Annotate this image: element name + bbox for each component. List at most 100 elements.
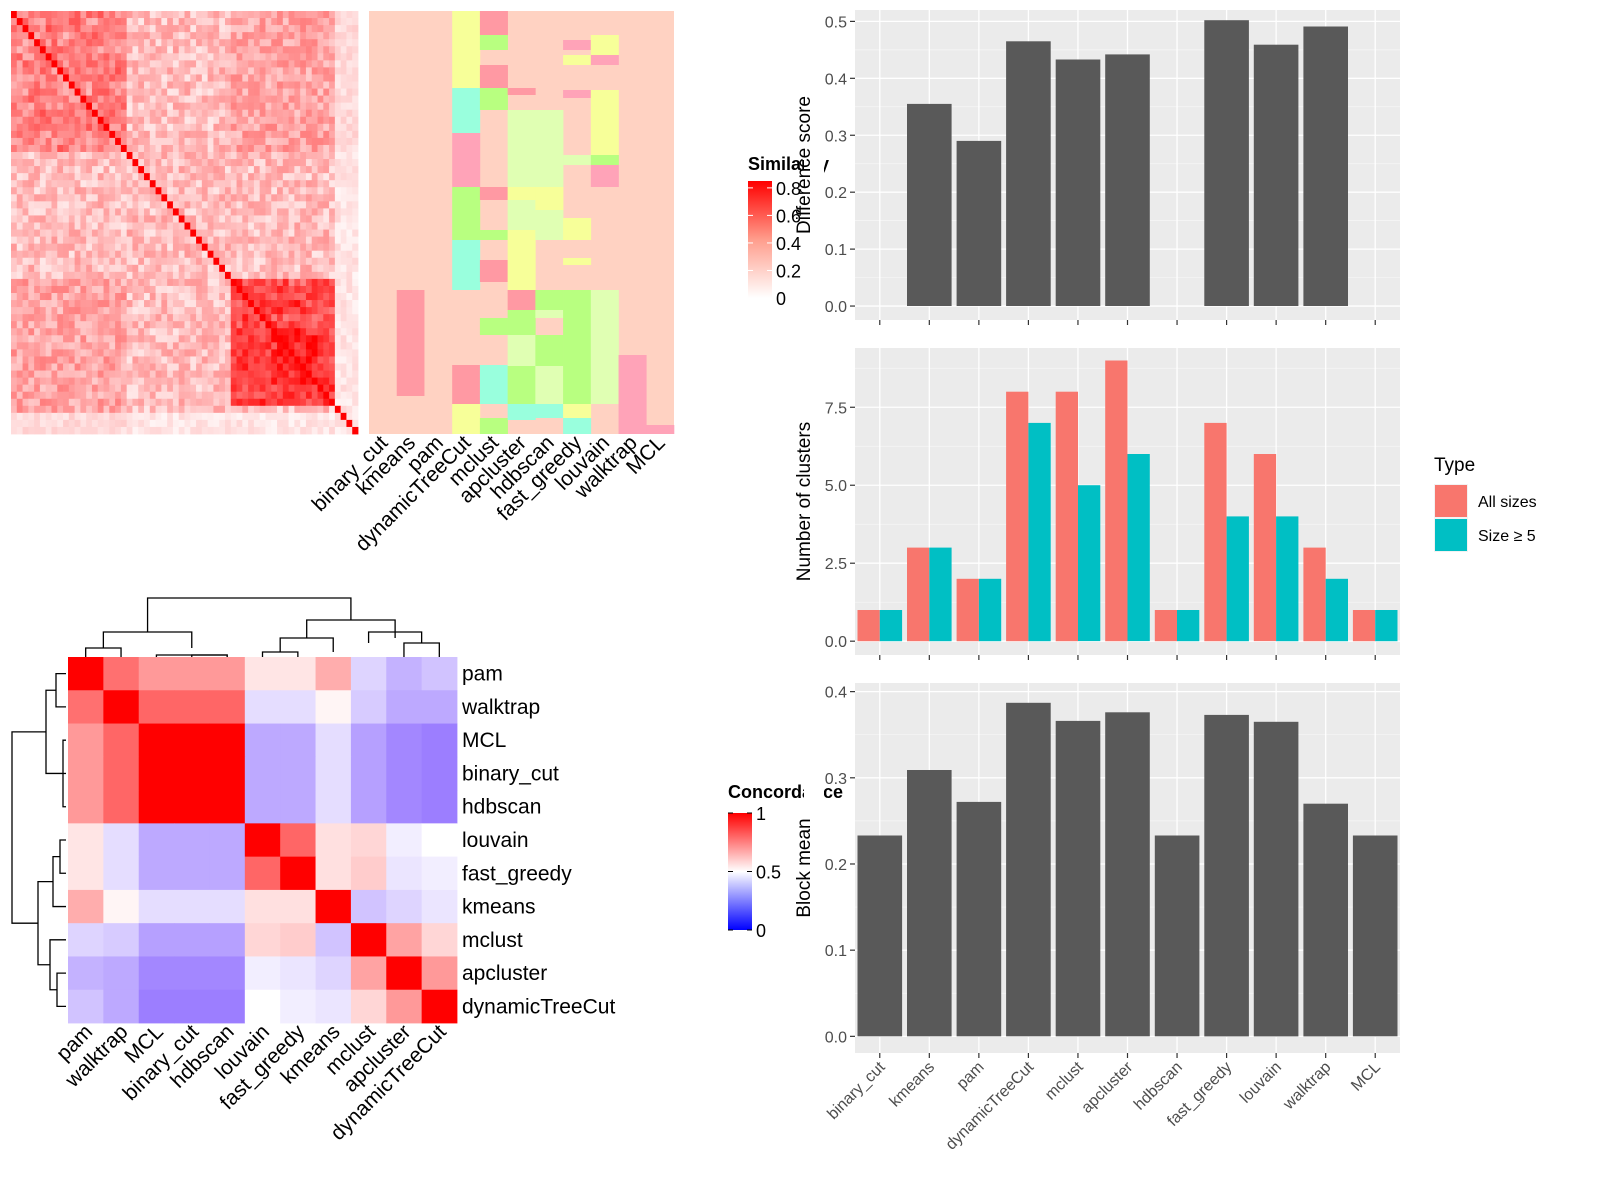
- concordance-cell: [421, 657, 458, 691]
- bar: [1375, 610, 1398, 642]
- concordance-cell: [244, 790, 281, 824]
- concordance-cell: [103, 723, 140, 758]
- concordance-cell: [244, 823, 281, 858]
- concordance-cell: [350, 657, 387, 691]
- concordance-cell: [244, 923, 281, 957]
- concordance-cell: [315, 956, 352, 991]
- y-tick-label: 0.1: [825, 943, 847, 960]
- concordance-cell: [280, 756, 316, 791]
- concordance-cell: [315, 856, 352, 891]
- concordance-cell: [138, 690, 175, 724]
- concordance-row-label: mclust: [462, 929, 523, 952]
- y-tick-label: 0.4: [825, 71, 847, 88]
- concordance-cell: [386, 956, 423, 991]
- concordance-cell: [68, 989, 104, 1024]
- concordance-cell: [315, 657, 352, 691]
- concordance-cell: [350, 690, 387, 724]
- x-tick-label: MCL: [1348, 1059, 1384, 1095]
- bar: [907, 103, 952, 307]
- row-dendrogram: [11, 672, 66, 1008]
- y-tick-label: 5.0: [825, 478, 847, 495]
- concordance-cell: [421, 989, 458, 1024]
- bar: [1303, 547, 1326, 642]
- concordance-row-label: fast_greedy: [462, 862, 572, 885]
- y-axis-label: Number of clusters: [794, 422, 815, 581]
- concordance-cell: [68, 823, 104, 858]
- block-mean-chart: 0.0 0.1 0.2 0.3 0.4 Block mean: [794, 683, 1400, 1058]
- bar: [1154, 610, 1178, 642]
- concordance-cell: [68, 923, 104, 957]
- concordance-cell: [103, 923, 140, 957]
- concordance-cell: [280, 923, 316, 957]
- y-tick-label: 0.2: [825, 185, 847, 202]
- concordance-cell: [103, 856, 140, 891]
- concordance-row-label: kmeans: [462, 896, 536, 919]
- y-tick-label: 7.5: [825, 400, 847, 417]
- y-tick-label: 0.0: [825, 1029, 847, 1046]
- concordance-cell: [174, 923, 210, 957]
- concordance-cell: [350, 856, 387, 891]
- bar: [1028, 422, 1051, 642]
- y-axis-label: Difference score: [794, 96, 815, 234]
- bar: [857, 835, 903, 1037]
- bar: [857, 610, 880, 642]
- y-axis-label: Block mean: [794, 818, 815, 917]
- concordance-cell: [209, 923, 246, 957]
- concordance-cell: [138, 756, 175, 791]
- concordance-cell: [280, 790, 316, 824]
- concordance-cell: [138, 923, 175, 957]
- y-tick-label: 0.4: [825, 685, 847, 702]
- x-tick-label: apcluster: [1078, 1058, 1136, 1116]
- concordance-cell: [386, 889, 423, 924]
- concordance-row-label: louvain: [462, 829, 529, 852]
- concordance-cell: [244, 723, 281, 758]
- x-tick-label: louvain: [1237, 1059, 1285, 1107]
- concordance-cell: [244, 657, 281, 691]
- concordance-cell: [350, 889, 387, 924]
- concordance-cell: [315, 723, 352, 758]
- concordance-cell: [280, 657, 316, 691]
- concordance-cell: [421, 889, 458, 924]
- concordance-cell: [280, 889, 316, 924]
- bar: [1078, 485, 1101, 642]
- concordance-cell: [244, 690, 281, 724]
- concordance-column-labels: pamwalktrapMCLbinary_cuthdbscanlouvainfa…: [52, 1020, 451, 1145]
- bar: [1006, 702, 1051, 1037]
- concordance-cell: [350, 823, 387, 858]
- concordance-cell: [174, 823, 210, 858]
- concordance-cell: [386, 823, 423, 858]
- bar: [1006, 41, 1051, 307]
- similarity-legend-tick: 0.2: [776, 261, 801, 281]
- x-tick-label: kmeans: [887, 1059, 939, 1111]
- y-tick-label: 2.5: [825, 556, 847, 573]
- concordance-row-label: hdbscan: [462, 796, 541, 819]
- concordance-cell: [209, 723, 246, 758]
- concordance-cell: [386, 690, 423, 724]
- bar: [879, 610, 903, 642]
- y-tick-label: 0.0: [825, 634, 847, 651]
- concordance-cell: [138, 856, 175, 891]
- x-tick-label: pam: [954, 1059, 988, 1093]
- x-tick-label: binary_cut: [824, 1058, 889, 1123]
- concordance-cell: [421, 823, 458, 858]
- concordance-cell: [103, 690, 140, 724]
- concordance-cell: [421, 723, 458, 758]
- concordance-row-label: dynamicTreeCut: [462, 995, 615, 1018]
- column-dendrogram: [85, 597, 440, 657]
- bar: [1154, 835, 1200, 1037]
- concordance-cell: [315, 889, 352, 924]
- bar: [1325, 578, 1348, 642]
- concordance-cell: [244, 756, 281, 791]
- concordance-cell: [386, 923, 423, 957]
- concordance-cell: [209, 856, 246, 891]
- bar: [1204, 714, 1249, 1037]
- similarity-legend: Similarity 0.80.60.40.20: [748, 154, 829, 309]
- concordance-cell: [209, 956, 246, 991]
- legend-label: Size ≥ 5: [1478, 528, 1536, 545]
- concordance-cell: [421, 923, 458, 957]
- concordance-cell: [421, 690, 458, 724]
- concordance-cell: [174, 856, 210, 891]
- concordance-cell: [209, 790, 246, 824]
- bar: [1204, 20, 1249, 306]
